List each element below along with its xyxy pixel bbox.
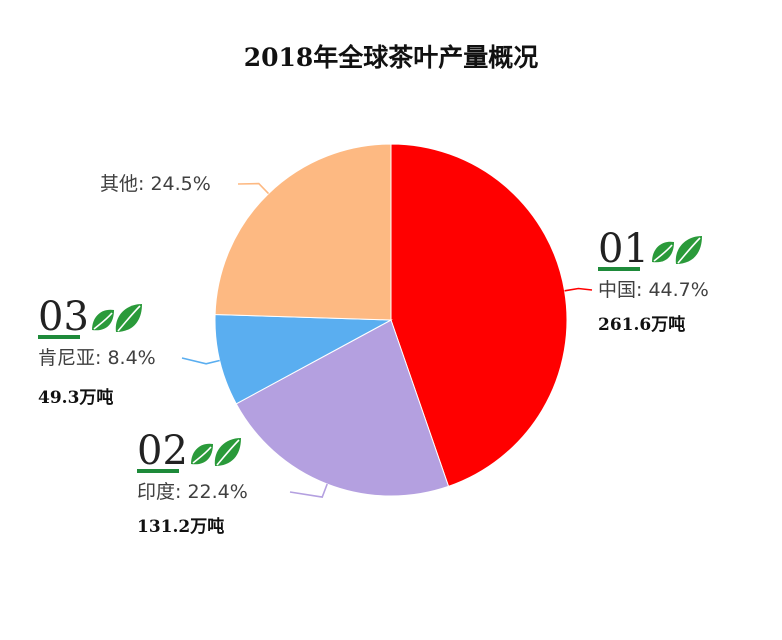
slice-sep-3: : (95, 347, 107, 369)
slice-name-3: 肯尼亚 (38, 347, 95, 369)
slice-label-2: 印度: 22.4% (137, 481, 248, 503)
leaf-icon (191, 438, 241, 466)
slice-name-1: 中国 (598, 279, 636, 301)
leaf-vein (192, 439, 240, 466)
slice-sep-4: : (138, 173, 150, 195)
leaf-icon (652, 236, 702, 264)
amount-label-3: 49.3万吨 (38, 387, 113, 408)
leaf-vein (93, 305, 141, 332)
slice-value-4: 24.5% (150, 173, 210, 195)
pie-slice-1 (390, 143, 568, 487)
leader-line-1 (564, 287, 593, 292)
rank-underline-2 (137, 469, 179, 473)
rank-number-1: 01 (598, 226, 649, 272)
amount-label-1: 261.6万吨 (598, 314, 685, 335)
slice-sep-1: : (636, 279, 648, 301)
slice-label-1: 中国: 44.7% (598, 279, 709, 301)
slice-label-3: 肯尼亚: 8.4% (38, 347, 156, 369)
leader-line-2 (289, 483, 328, 498)
leaf-vein (653, 237, 701, 264)
slice-value-3: 8.4% (107, 347, 155, 369)
slice-name-4: 其他 (100, 173, 138, 195)
slice-name-2: 印度 (137, 481, 175, 503)
rank-number-2: 02 (137, 428, 188, 474)
slice-sep-2: : (175, 481, 187, 503)
leaf-icon (92, 304, 142, 332)
rank-underline-3 (38, 335, 80, 339)
slice-value-1: 44.7% (648, 279, 708, 301)
rank-number-3: 03 (38, 294, 89, 340)
pie-slice-4 (214, 143, 392, 321)
pie-slice-2 (235, 319, 450, 497)
pie-slice-3 (214, 313, 393, 405)
leader-line-4 (237, 182, 270, 195)
rank-underline-1 (598, 267, 640, 271)
slice-label-4: 其他: 24.5% (100, 173, 211, 195)
leader-line-3 (181, 357, 220, 365)
chart-title: 2018年全球茶叶产量概况 (243, 43, 539, 72)
amount-label-2: 131.2万吨 (137, 516, 224, 537)
slice-value-2: 22.4% (187, 481, 247, 503)
